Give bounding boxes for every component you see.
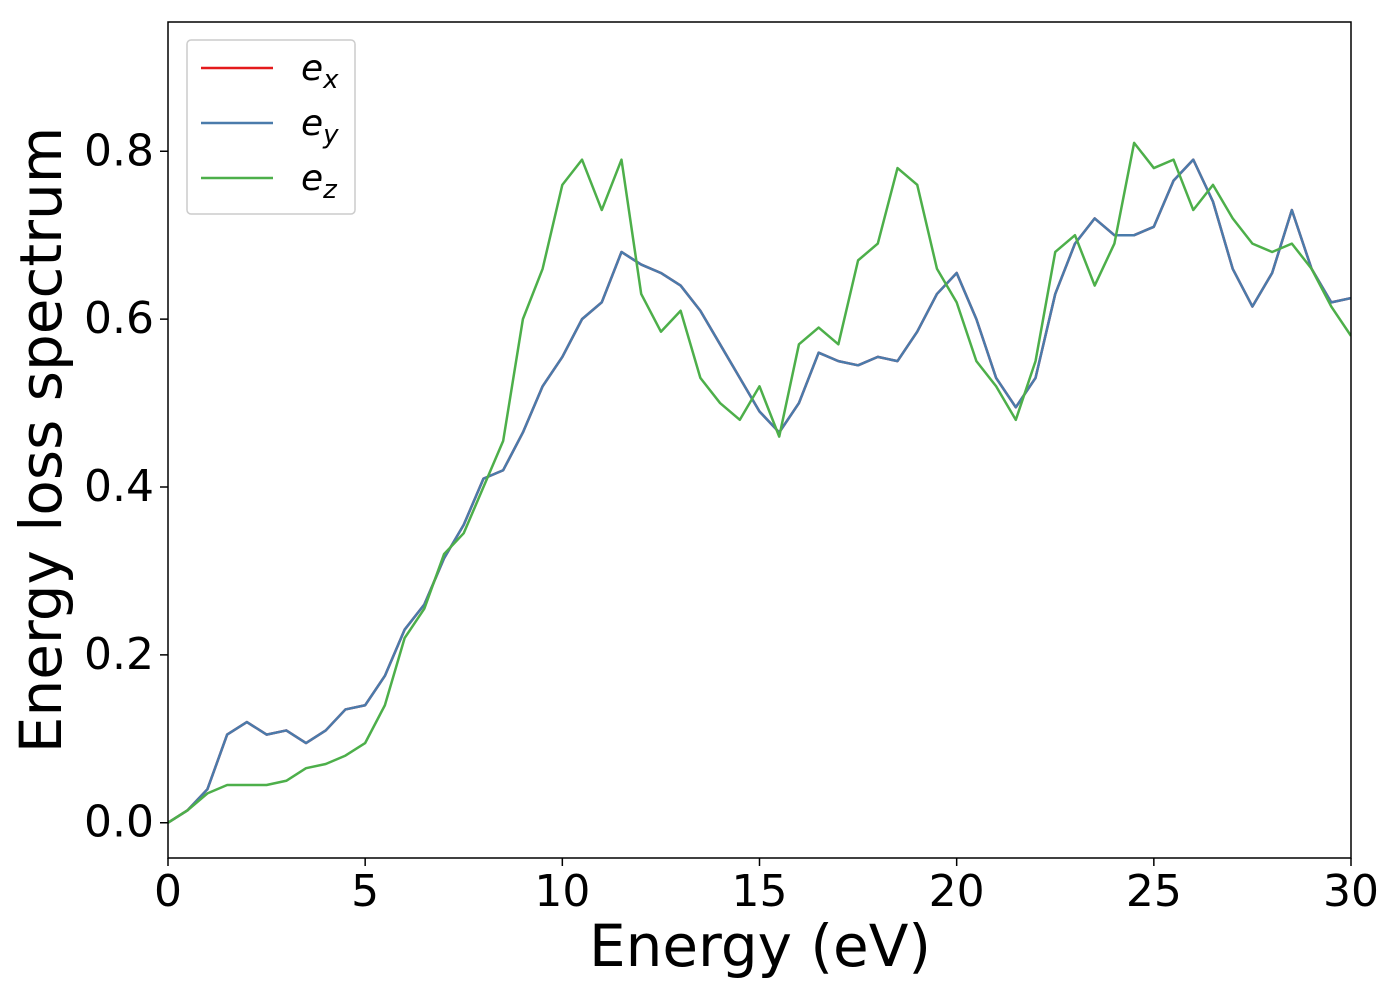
y-tick-label: 0.2: [84, 629, 154, 680]
x-tick-label: 10: [534, 866, 590, 917]
x-tick-label: 0: [154, 866, 182, 917]
y-tick-label: 0.8: [84, 125, 154, 176]
x-tick-label: 20: [929, 866, 985, 917]
series-line: [168, 158, 1351, 824]
legend-label: ey: [301, 103, 339, 150]
y-tick-label: 0.4: [84, 461, 154, 512]
series-line: [168, 158, 1351, 824]
y-tick-label: 0.0: [84, 797, 154, 848]
x-tick-label: 30: [1323, 866, 1379, 917]
legend-frame: [186, 39, 356, 215]
y-tick-label: 0.6: [84, 293, 154, 344]
legend: ex ey ez: [186, 39, 356, 215]
x-tick-label: 5: [351, 866, 379, 917]
y-axis-label: Energy loss spectrum: [7, 127, 75, 753]
x-tick-label: 15: [732, 866, 788, 917]
x-tick-label: 25: [1126, 866, 1182, 917]
x-axis-label: Energy (eV): [589, 912, 931, 980]
legend-label: ex: [301, 48, 339, 95]
series-line: [168, 141, 1351, 824]
plot-frame: [167, 21, 1352, 859]
legend-label: ez: [301, 158, 338, 205]
